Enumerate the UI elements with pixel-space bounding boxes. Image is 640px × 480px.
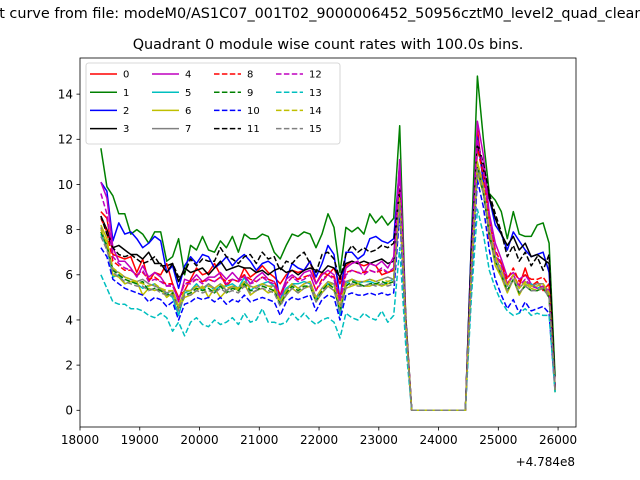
- y-tick-label: 2: [65, 358, 73, 372]
- series-line-10: [100, 179, 556, 412]
- legend-label-11: 11: [247, 124, 260, 135]
- series-layer: [100, 75, 556, 412]
- legend-label-10: 10: [247, 106, 260, 117]
- y-tick-label: 10: [58, 178, 73, 192]
- series-line-12: [100, 138, 556, 412]
- legend-label-12: 12: [309, 70, 322, 81]
- series-line-8: [100, 147, 556, 412]
- series-line-1: [100, 75, 556, 412]
- y-tick-label: 4: [65, 313, 73, 327]
- x-tick-label: 24000: [419, 433, 457, 447]
- x-tick-label: 26000: [539, 433, 577, 447]
- x-tick-label: 19000: [121, 433, 159, 447]
- x-tick-label: 21000: [240, 433, 278, 447]
- y-tick-label: 6: [65, 268, 73, 282]
- legend-label-3: 3: [123, 124, 129, 135]
- figure-suptitle: Light curve from file: modeM0/AS1C07_001…: [0, 6, 640, 22]
- plot-frame: [79, 57, 577, 428]
- y-tick-label: 8: [65, 223, 73, 237]
- legend-label-15: 15: [309, 124, 322, 135]
- legend-label-7: 7: [185, 124, 191, 135]
- y-tick-label: 12: [58, 133, 73, 147]
- x-tick-label: 23000: [360, 433, 398, 447]
- legend-label-14: 14: [309, 106, 322, 117]
- series-line-15: [100, 167, 556, 412]
- legend-label-4: 4: [185, 70, 191, 81]
- legend-label-9: 9: [247, 88, 253, 99]
- x-tick-label: 20000: [180, 433, 218, 447]
- y-tick-label: 0: [65, 404, 73, 418]
- y-tick-label: 14: [58, 87, 73, 101]
- legend-label-6: 6: [185, 106, 191, 117]
- legend-label-5: 5: [185, 88, 191, 99]
- x-axis: 18000 19000 20000 21000 22000 23000 24000 25000…: [61, 427, 577, 447]
- x-tick-label: 25000: [479, 433, 517, 447]
- x-tick-label: 18000: [61, 433, 99, 447]
- series-line-7: [100, 161, 556, 412]
- y-axis: 0 2 4 6 8 10 12 14: [58, 87, 80, 418]
- x-axis-offset-text: +4.784e8: [516, 455, 575, 469]
- legend-label-0: 0: [123, 70, 129, 81]
- legend-label-2: 2: [123, 106, 129, 117]
- legend-label-13: 13: [309, 88, 322, 99]
- series-line-13: [100, 208, 556, 412]
- axes-title: Quadrant 0 module wise count rates with …: [133, 37, 524, 53]
- legend-label-8: 8: [247, 70, 253, 81]
- x-tick-label: 22000: [300, 433, 338, 447]
- legend-label-1: 1: [123, 88, 129, 99]
- legend-frame: [85, 62, 341, 145]
